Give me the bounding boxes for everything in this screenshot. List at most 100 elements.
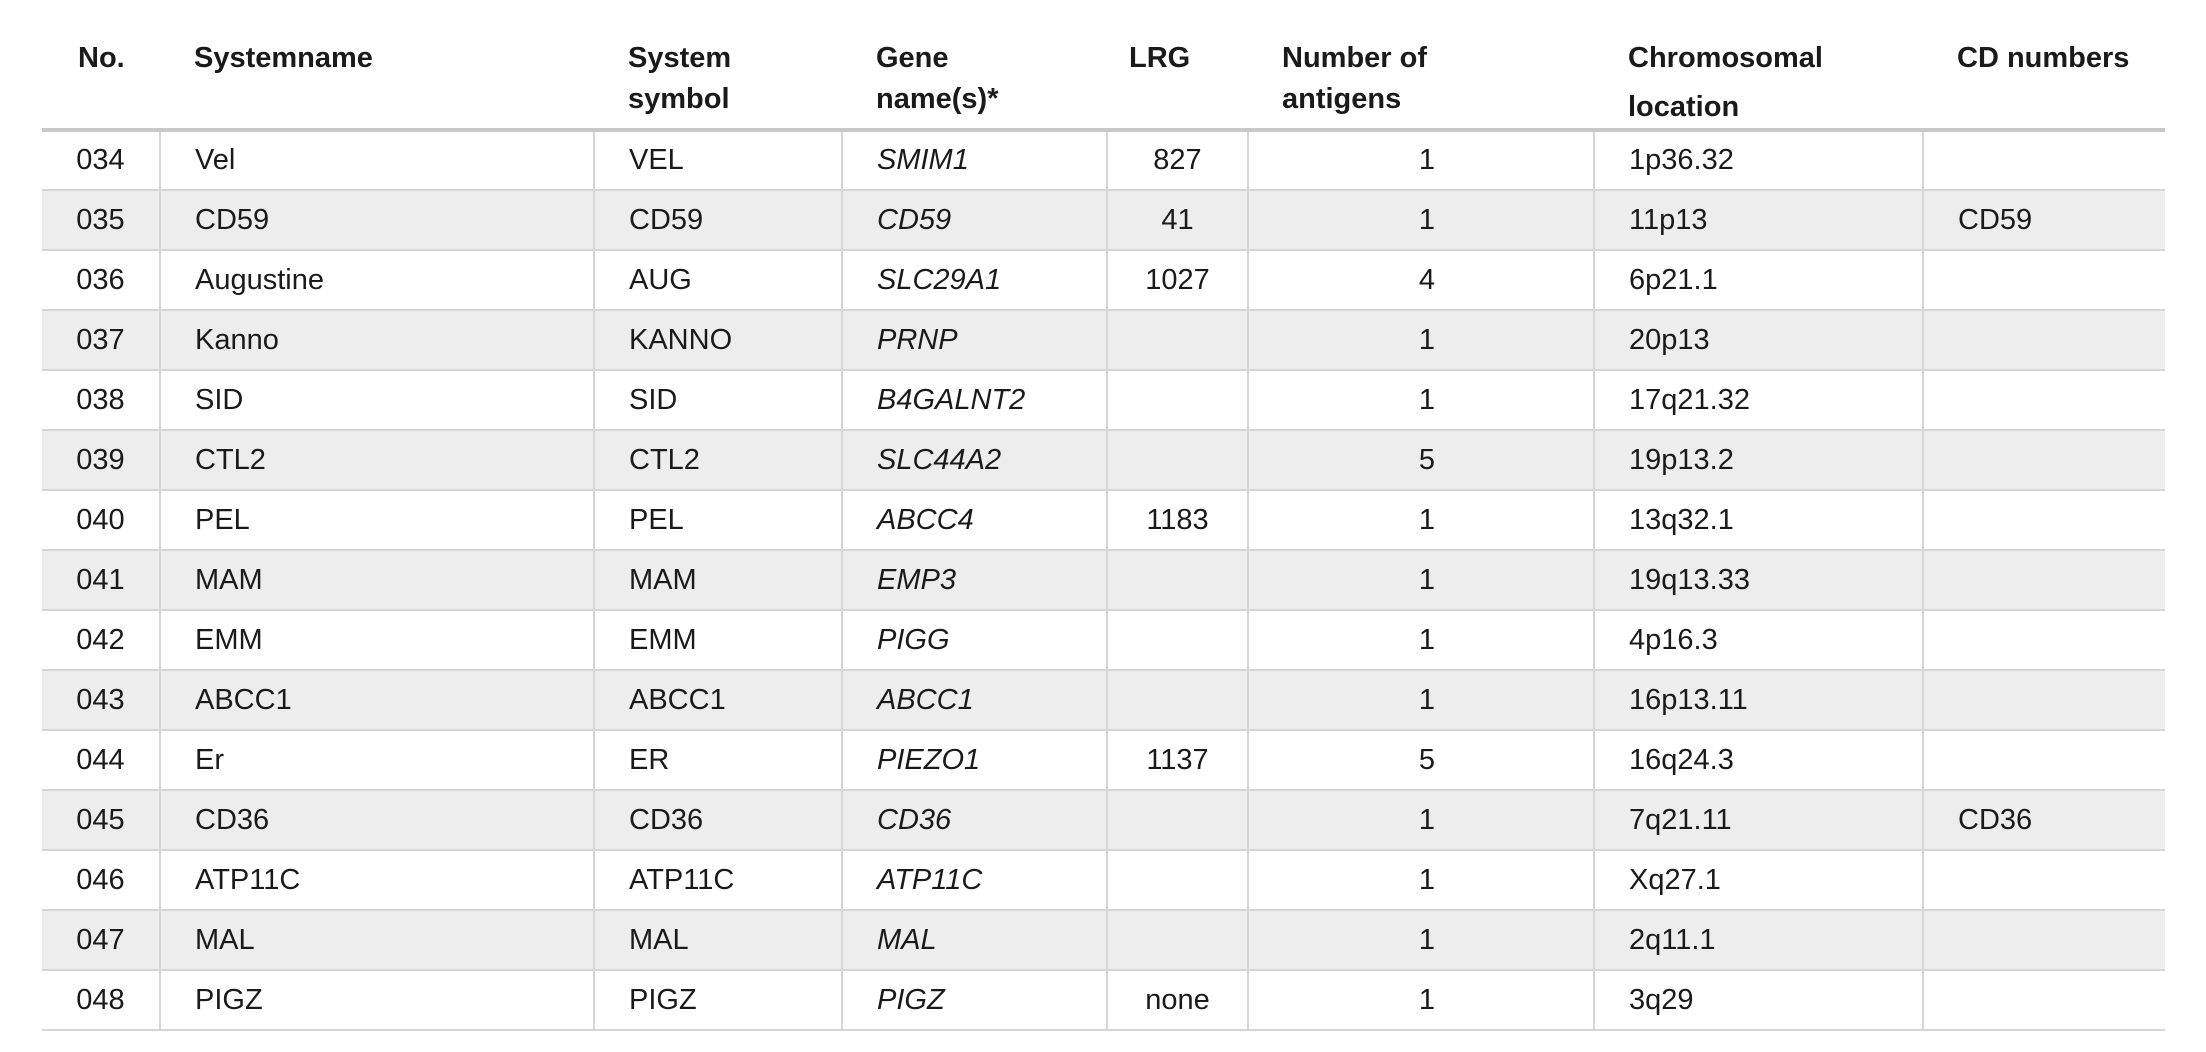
cell-cd-number (1922, 130, 2165, 191)
cell-cd-number (1922, 910, 2165, 971)
cell-gene-name: PIEZO1 (841, 730, 1107, 791)
cell-lrg (1106, 550, 1248, 611)
cell-no: 045 (42, 790, 160, 851)
cell-lrg (1106, 670, 1248, 731)
table-row: 042 EMM EMM PIGG 1 4p16.3 (42, 610, 2165, 671)
table-row: 038 SID SID B4GALNT2 1 17q21.32 (42, 370, 2165, 431)
cell-chromosomal-location: 19p13.2 (1593, 430, 1923, 491)
header-systemname: Systemname (160, 0, 594, 132)
cell-gene-name: SLC29A1 (841, 250, 1107, 311)
table-row: 036 Augustine AUG SLC29A1 1027 4 6p21.1 (42, 250, 2165, 311)
cell-cd-number (1922, 250, 2165, 311)
cell-chromosomal-location: 17q21.32 (1593, 370, 1923, 431)
cell-lrg (1106, 910, 1248, 971)
cell-chromosomal-location: 11p13 (1593, 190, 1923, 251)
cell-system-symbol: PIGZ (593, 970, 842, 1031)
cell-number-of-antigens: 1 (1247, 970, 1594, 1031)
cell-lrg (1106, 790, 1248, 851)
table-row: 045 CD36 CD36 CD36 1 7q21.11 CD36 (42, 790, 2165, 851)
cell-cd-number (1922, 850, 2165, 911)
cell-lrg (1106, 430, 1248, 491)
cell-system-symbol: SID (593, 370, 842, 431)
cell-lrg (1106, 610, 1248, 671)
cell-cd-number (1922, 550, 2165, 611)
table-row: 034 Vel VEL SMIM1 827 1 1p36.32 (42, 130, 2165, 191)
cell-chromosomal-location: 13q32.1 (1593, 490, 1923, 551)
header-row: No. Systemname System symbol Gene name(s)*… (42, 0, 2165, 132)
cell-lrg: 827 (1106, 130, 1248, 191)
cell-lrg (1106, 370, 1248, 431)
cell-gene-name: ABCC4 (841, 490, 1107, 551)
cell-lrg (1106, 850, 1248, 911)
cell-gene-name: SMIM1 (841, 130, 1107, 191)
cell-systemname: Vel (159, 130, 594, 191)
cell-chromosomal-location: 3q29 (1593, 970, 1923, 1031)
blood-group-systems-table: No. Systemname System symbol Gene name(s)*… (42, 0, 2165, 1031)
table-row: 041 MAM MAM EMP3 1 19q13.33 (42, 550, 2165, 611)
cell-system-symbol: CTL2 (593, 430, 842, 491)
cell-cd-number (1922, 610, 2165, 671)
cell-lrg: 1027 (1106, 250, 1248, 311)
cell-no: 035 (42, 190, 160, 251)
cell-gene-name: MAL (841, 910, 1107, 971)
cell-cd-number (1922, 490, 2165, 551)
cell-chromosomal-location: 16q24.3 (1593, 730, 1923, 791)
cell-system-symbol: ATP11C (593, 850, 842, 911)
cell-number-of-antigens: 1 (1247, 190, 1594, 251)
cell-number-of-antigens: 1 (1247, 850, 1594, 911)
cell-no: 043 (42, 670, 160, 731)
cell-system-symbol: CD36 (593, 790, 842, 851)
cell-gene-name: EMP3 (841, 550, 1107, 611)
cell-cd-number (1922, 370, 2165, 431)
cell-number-of-antigens: 1 (1247, 370, 1594, 431)
cell-systemname: MAM (159, 550, 594, 611)
cell-no: 039 (42, 430, 160, 491)
cell-no: 034 (42, 130, 160, 191)
cell-gene-name: B4GALNT2 (841, 370, 1107, 431)
table-row: 046 ATP11C ATP11C ATP11C 1 Xq27.1 (42, 850, 2165, 911)
cell-system-symbol: ER (593, 730, 842, 791)
cell-cd-number (1922, 310, 2165, 371)
cell-no: 047 (42, 910, 160, 971)
cell-number-of-antigens: 5 (1247, 730, 1594, 791)
table-row: 035 CD59 CD59 CD59 41 1 11p13 CD59 (42, 190, 2165, 251)
cell-lrg: none (1106, 970, 1248, 1031)
cell-no: 037 (42, 310, 160, 371)
table-row: 037 Kanno KANNO PRNP 1 20p13 (42, 310, 2165, 371)
cell-gene-name: PIGG (841, 610, 1107, 671)
table-header: No. Systemname System symbol Gene name(s)*… (42, 0, 2165, 132)
table-body: 034 Vel VEL SMIM1 827 1 1p36.32 035 CD59 CD59 CD59… (42, 130, 2165, 1031)
cell-number-of-antigens: 1 (1247, 130, 1594, 191)
table-row: 044 Er ER PIEZO1 1137 5 16q24.3 (42, 730, 2165, 791)
cell-systemname: CD59 (159, 190, 594, 251)
cell-systemname: MAL (159, 910, 594, 971)
table-row: 043 ABCC1 ABCC1 ABCC1 1 16p13.11 (42, 670, 2165, 731)
cell-gene-name: PIGZ (841, 970, 1107, 1031)
cell-chromosomal-location: 4p16.3 (1593, 610, 1923, 671)
header-no: No. (42, 0, 160, 132)
cell-systemname: Er (159, 730, 594, 791)
cell-systemname: PIGZ (159, 970, 594, 1031)
cell-chromosomal-location: 6p21.1 (1593, 250, 1923, 311)
cell-systemname: Augustine (159, 250, 594, 311)
cell-gene-name: SLC44A2 (841, 430, 1107, 491)
cell-number-of-antigens: 1 (1247, 670, 1594, 731)
header-cd-numbers: CD numbers (1923, 0, 2165, 132)
cell-systemname: PEL (159, 490, 594, 551)
cell-chromosomal-location: 16p13.11 (1593, 670, 1923, 731)
cell-chromosomal-location: Xq27.1 (1593, 850, 1923, 911)
cell-lrg: 1183 (1106, 490, 1248, 551)
header-lrg: LRG (1107, 0, 1248, 132)
cell-chromosomal-location: 2q11.1 (1593, 910, 1923, 971)
cell-gene-name: CD36 (841, 790, 1107, 851)
header-system-symbol: System symbol (594, 0, 842, 132)
cell-number-of-antigens: 1 (1247, 310, 1594, 371)
cell-chromosomal-location: 20p13 (1593, 310, 1923, 371)
cell-cd-number (1922, 670, 2165, 731)
cell-system-symbol: KANNO (593, 310, 842, 371)
cell-number-of-antigens: 1 (1247, 490, 1594, 551)
cell-no: 036 (42, 250, 160, 311)
cell-cd-number (1922, 430, 2165, 491)
cell-system-symbol: MAM (593, 550, 842, 611)
cell-cd-number: CD59 (1922, 190, 2165, 251)
